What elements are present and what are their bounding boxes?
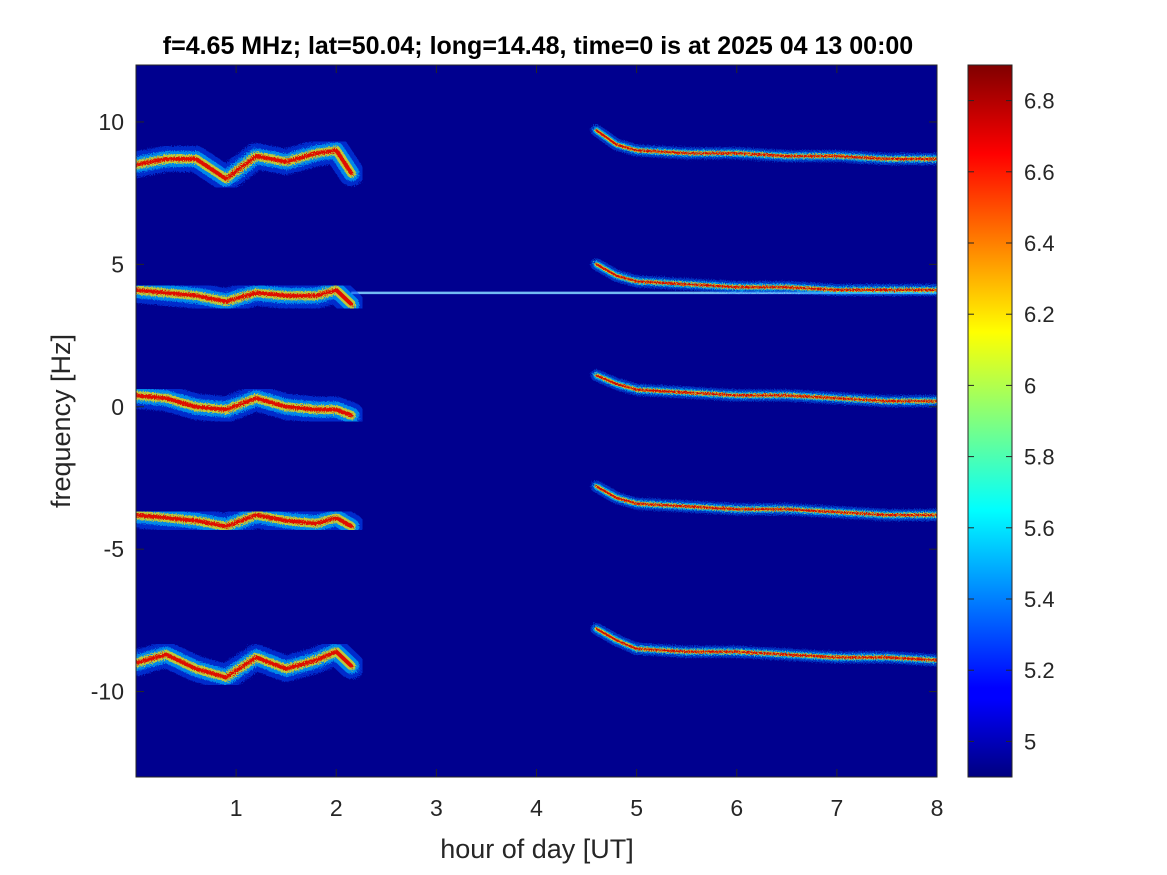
colorbar-tick-label: 5.4 <box>1024 587 1055 612</box>
y-tick-label: -5 <box>104 536 124 562</box>
y-tick-label: -10 <box>91 679 124 705</box>
x-tick-label: 4 <box>530 795 543 821</box>
colorbar-tick-label: 6.2 <box>1024 302 1055 327</box>
x-tick-label: 8 <box>931 795 944 821</box>
colorbar-tick-label: 5.6 <box>1024 516 1055 541</box>
spectral-trace-5 <box>136 638 365 691</box>
colorbar-tick-label: 5 <box>1024 729 1036 754</box>
x-tick-label: 1 <box>230 795 243 821</box>
spectral-trace-4 <box>136 502 365 540</box>
x-tick-label: 5 <box>630 795 643 821</box>
colorbar-tick-label: 5.8 <box>1024 445 1055 470</box>
colorbar-tick-label: 6.8 <box>1024 89 1055 114</box>
colorbar-tick-label: 6 <box>1024 373 1036 398</box>
spectral-trace-8 <box>590 369 937 408</box>
spectral-trace-1 <box>136 137 365 192</box>
spectral-trace-3 <box>136 382 365 429</box>
spectral-trace-10 <box>590 622 937 667</box>
colorbar <box>967 64 1013 778</box>
y-tick-label: 5 <box>111 251 124 277</box>
x-axis-label: hour of day [UT] <box>440 834 634 864</box>
colorbar-tick-label: 6.6 <box>1024 160 1055 185</box>
spectral-trace-6 <box>590 124 937 165</box>
x-tick-label: 7 <box>830 795 843 821</box>
spectral-trace-9 <box>590 480 937 521</box>
colorbar-tick-label: 5.2 <box>1024 658 1055 683</box>
x-tick-label: 3 <box>430 795 443 821</box>
x-axis-ticks: 1 2 3 4 5 6 7 8 <box>230 65 944 821</box>
colorbar-ticks: 6.8 6.6 6.4 6.2 6 5.8 5.6 5.4 5.2 5 <box>968 89 1055 754</box>
y-tick-label: 10 <box>98 109 124 135</box>
y-tick-label: 0 <box>111 394 124 420</box>
colorbar-tick-label: 6.4 <box>1024 231 1055 256</box>
y-axis-label: frequency [Hz] <box>46 334 76 508</box>
x-tick-label: 2 <box>330 795 343 821</box>
chart-title: f=4.65 MHz; lat=50.04; long=14.48, time=… <box>163 32 913 60</box>
spectral-trace-2 <box>136 277 365 318</box>
plot-content <box>136 124 937 691</box>
spectral-trace-7 <box>590 258 937 296</box>
x-tick-label: 6 <box>730 795 743 821</box>
y-axis-ticks: 10 5 0 -5 -10 <box>91 109 937 705</box>
